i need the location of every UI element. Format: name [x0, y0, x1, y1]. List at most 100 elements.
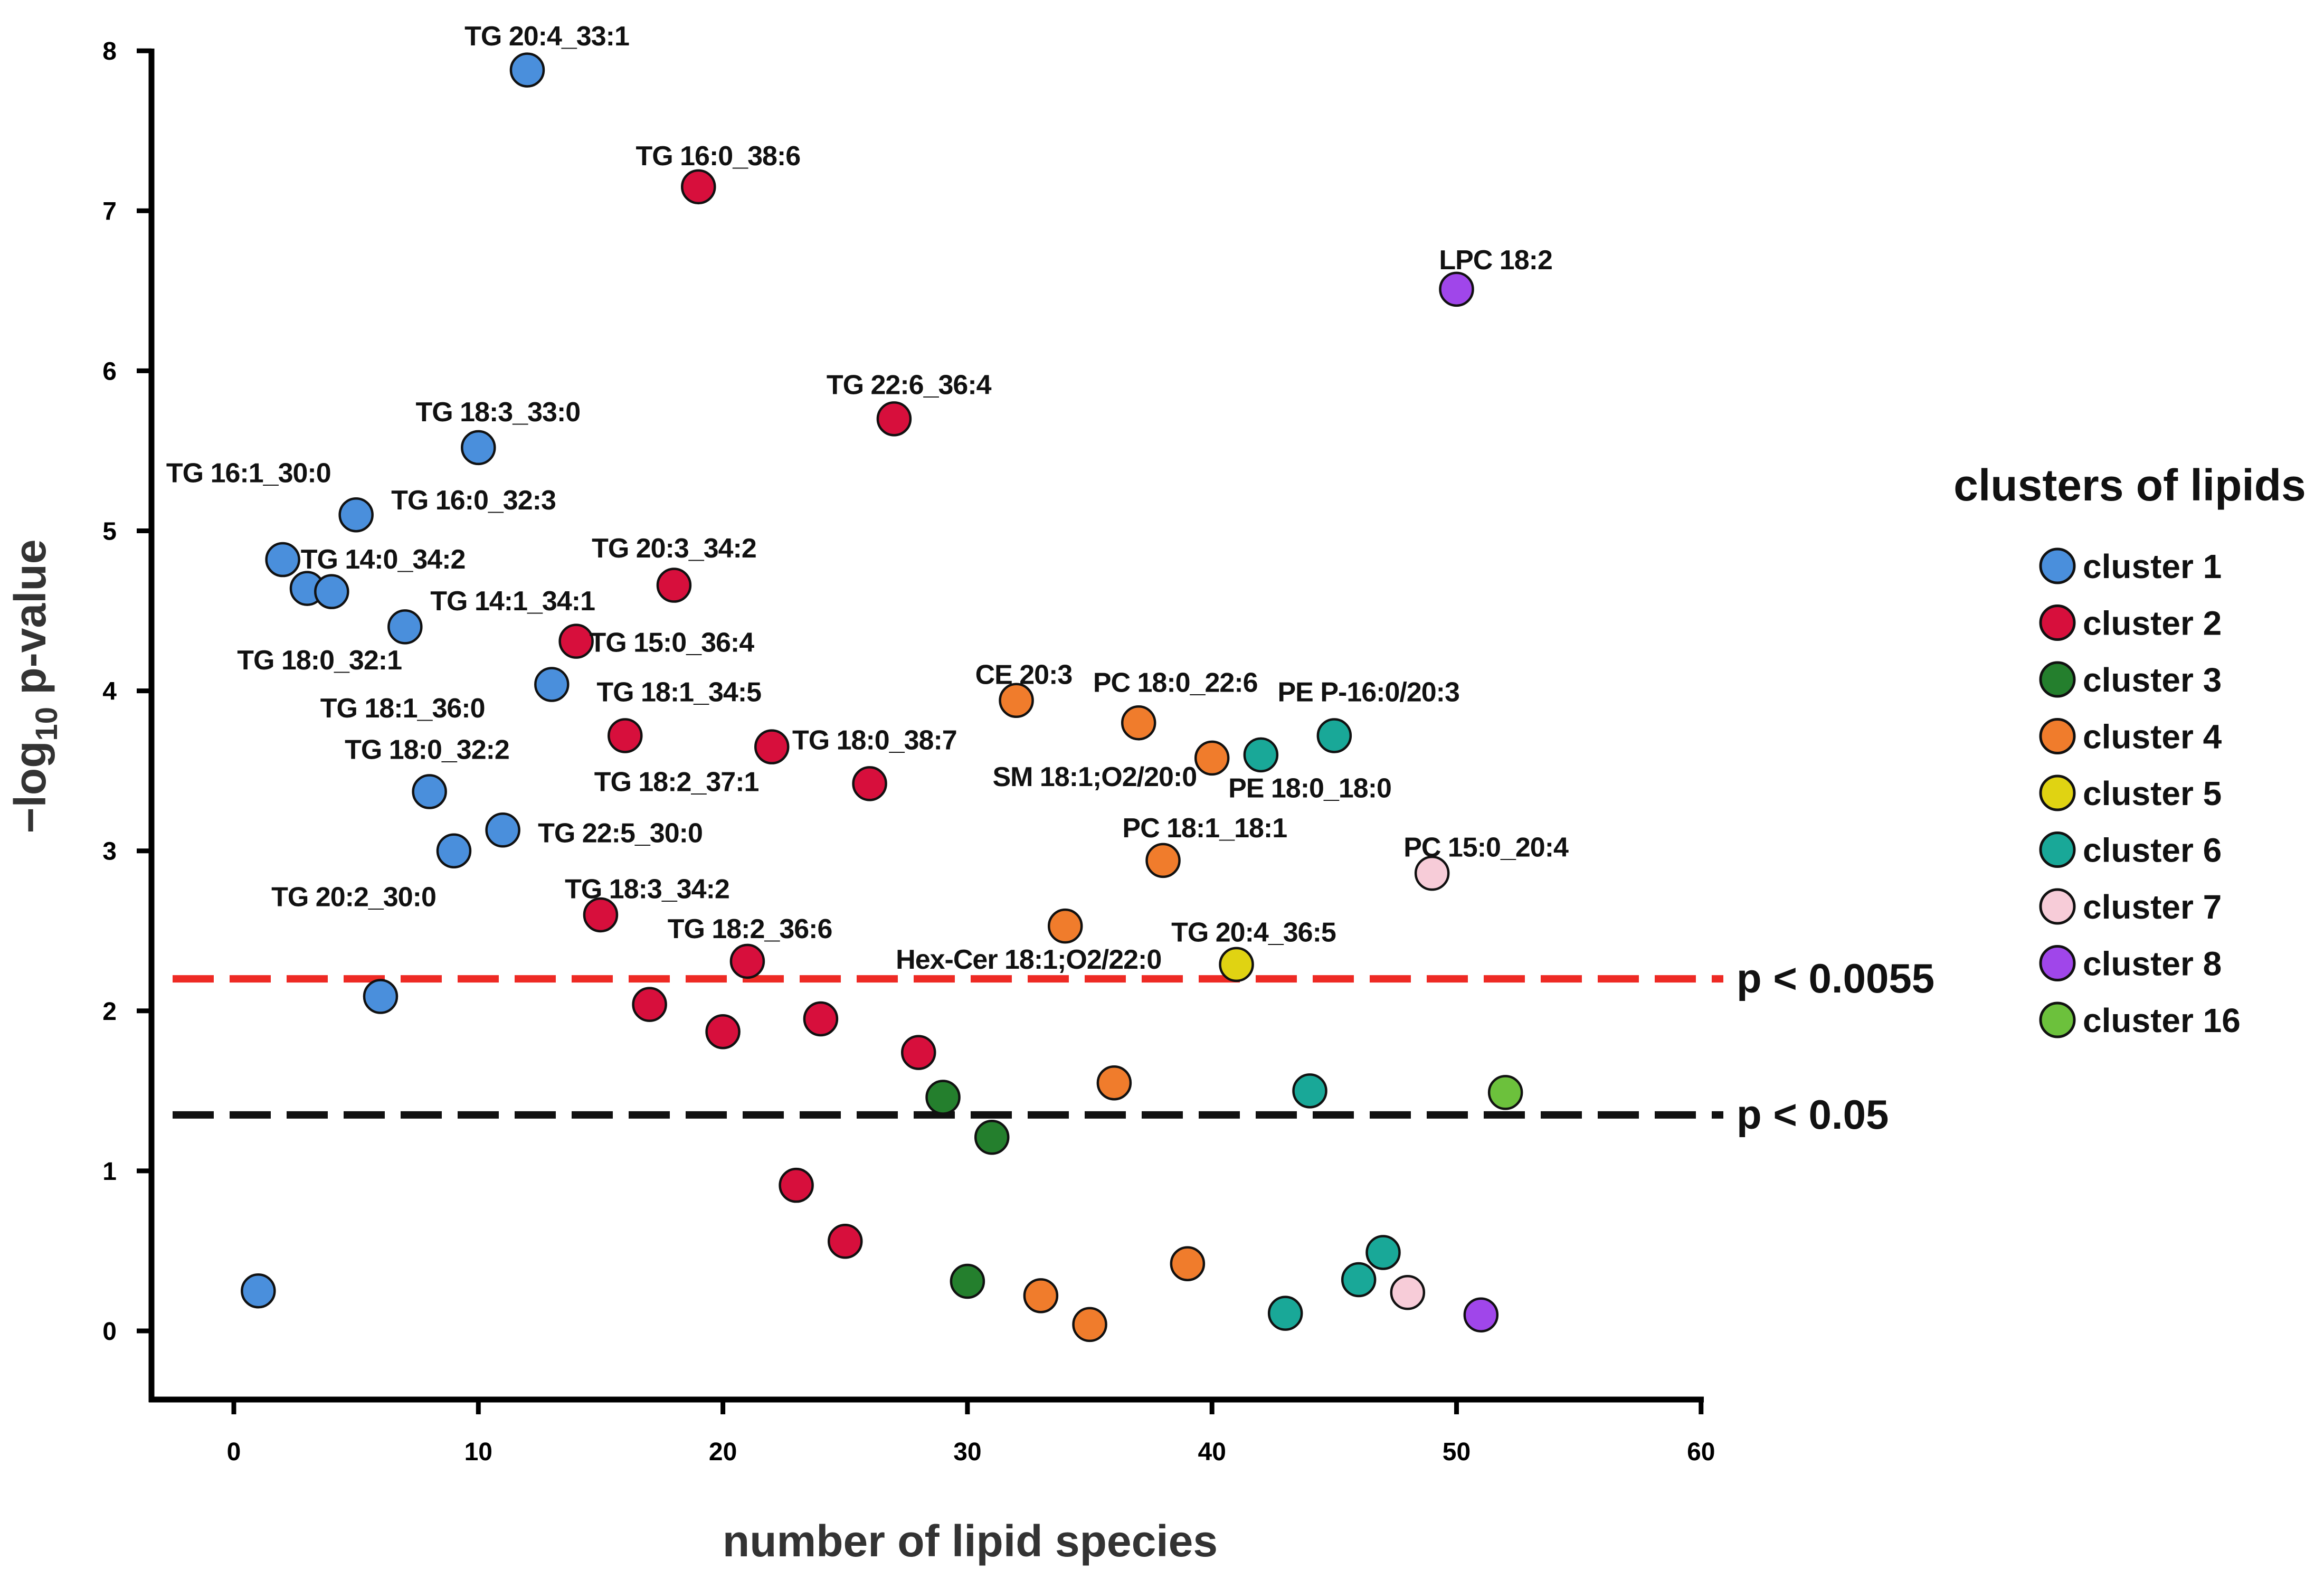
y-tick-label: 1: [102, 1158, 117, 1186]
data-point: [1316, 718, 1352, 753]
data-point: [974, 1119, 1010, 1155]
legend-label: cluster 16: [2083, 1001, 2241, 1039]
axes: [148, 49, 1704, 1403]
y-tick-label: 6: [102, 357, 117, 385]
point-annotation: PC 15:0_20:4: [1403, 833, 1569, 863]
y-tick-label: 4: [102, 678, 117, 706]
legend-label: cluster 8: [2083, 945, 2222, 983]
data-point: [363, 979, 399, 1014]
data-point: [1365, 1235, 1401, 1270]
data-point: [705, 1014, 741, 1050]
data-point: [1267, 1296, 1303, 1331]
data-point: [828, 1224, 863, 1259]
point-annotation: TG 18:2_37:1: [594, 767, 759, 797]
data-point: [436, 833, 472, 868]
point-annotation: Hex-Cer 18:1;O2/22:0: [896, 944, 1161, 975]
data-point: [1390, 1275, 1426, 1310]
point-annotation: PE 18:0_18:0: [1228, 773, 1391, 804]
point-annotation: PE P-16:0/20:3: [1278, 677, 1459, 708]
y-tick-label: 8: [102, 37, 117, 65]
point-annotation: TG 18:3_33:0: [415, 397, 580, 428]
data-point: [387, 609, 423, 645]
legend-label: cluster 4: [2083, 718, 2222, 756]
data-point: [608, 718, 643, 753]
y-axis-label-subscript: 10: [30, 707, 64, 741]
data-point: [1145, 843, 1181, 878]
point-annotation: TG 16:0_38:6: [635, 141, 800, 172]
threshold-lines: p < 0.0055 p < 0.05: [173, 955, 1934, 1138]
data-point: [1292, 1073, 1327, 1109]
legend-label: cluster 2: [2083, 604, 2222, 642]
x-tick-label: 0: [227, 1438, 241, 1466]
legend-swatch: [2039, 1001, 2076, 1038]
data-point: [1121, 705, 1156, 741]
legend-swatch: [2039, 661, 2076, 698]
data-point: [803, 1001, 839, 1037]
legend-swatch: [2039, 888, 2076, 925]
legend-swatch: [2039, 831, 2076, 868]
point-annotation: TG 18:0_38:7: [792, 725, 957, 756]
data-point: [534, 667, 570, 702]
point-annotation: LPC 18:2: [1439, 245, 1552, 276]
data-point: [999, 683, 1034, 719]
data-point: [338, 497, 374, 533]
x-tick-label: 40: [1198, 1438, 1226, 1466]
point-annotation: PC 18:1_18:1: [1122, 813, 1287, 844]
data-point: [1243, 737, 1279, 773]
point-annotation: CE 20:3: [975, 659, 1073, 690]
point-annotation: SM 18:1;O2/20:0: [992, 762, 1197, 792]
data-point: [1047, 908, 1083, 944]
y-axis-label-prefix: −log: [5, 741, 55, 833]
point-annotation: TG 18:0_32:1: [237, 645, 402, 676]
y-axis-label-suffix: p-value: [5, 540, 55, 707]
data-point: [1341, 1262, 1377, 1298]
point-annotation: TG 20:3_34:2: [592, 533, 756, 564]
data-point: [1023, 1278, 1059, 1313]
x-tick-label: 50: [1443, 1438, 1471, 1466]
legend-label: cluster 1: [2083, 547, 2222, 585]
y-tick-label: 0: [102, 1318, 117, 1346]
data-point: [1170, 1246, 1206, 1281]
y-axis-label: −log10 p-value: [5, 540, 64, 834]
legend-label: cluster 7: [2083, 888, 2222, 926]
data-points: [241, 52, 1523, 1343]
point-annotation: TG 14:1_34:1: [430, 586, 595, 617]
legend-swatch: [2039, 718, 2076, 754]
data-point: [1194, 740, 1230, 776]
point-annotation: TG 18:0_32:2: [345, 735, 509, 765]
point-annotation: TG 18:1_34:5: [596, 677, 761, 708]
point-annotation: TG 22:5_30:0: [538, 818, 703, 848]
data-point: [925, 1080, 961, 1115]
legend-label: cluster 3: [2083, 661, 2222, 699]
legend-swatch: [2039, 774, 2076, 811]
data-point: [681, 169, 716, 205]
data-point: [1487, 1075, 1523, 1110]
legend-items: cluster 1 cluster 2 cluster 3 cluster 4 clus…: [2039, 547, 2241, 1039]
x-tick-label: 10: [464, 1438, 492, 1466]
data-point: [1072, 1307, 1107, 1343]
axis-ticks: 0 10 20 30 40 50 60 0 1 2 3 4 5 6 7 8: [102, 37, 1715, 1466]
x-tick-label: 20: [709, 1438, 737, 1466]
point-annotation: TG 18:3_34:2: [565, 874, 729, 904]
data-point: [876, 401, 912, 437]
threshold-label: p < 0.05: [1737, 1091, 1889, 1138]
x-tick-label: 60: [1687, 1438, 1715, 1466]
legend-swatch: [2039, 604, 2076, 641]
data-point: [412, 774, 447, 809]
point-annotation: TG 16:0_32:3: [391, 485, 556, 516]
y-tick-label: 3: [102, 838, 117, 866]
data-point: [950, 1263, 985, 1299]
y-tick-label: 5: [102, 518, 117, 546]
data-point: [1463, 1297, 1499, 1332]
point-annotation: PC 18:0_22:6: [1093, 667, 1258, 698]
data-point: [314, 574, 349, 609]
x-tick-label: 30: [953, 1438, 981, 1466]
point-annotation: TG 16:1_30:0: [166, 458, 331, 488]
data-point: [779, 1167, 814, 1203]
data-point: [900, 1035, 936, 1070]
data-point: [485, 812, 520, 848]
point-annotation: TG 15:0_36:4: [589, 628, 754, 658]
data-point: [1439, 271, 1474, 307]
